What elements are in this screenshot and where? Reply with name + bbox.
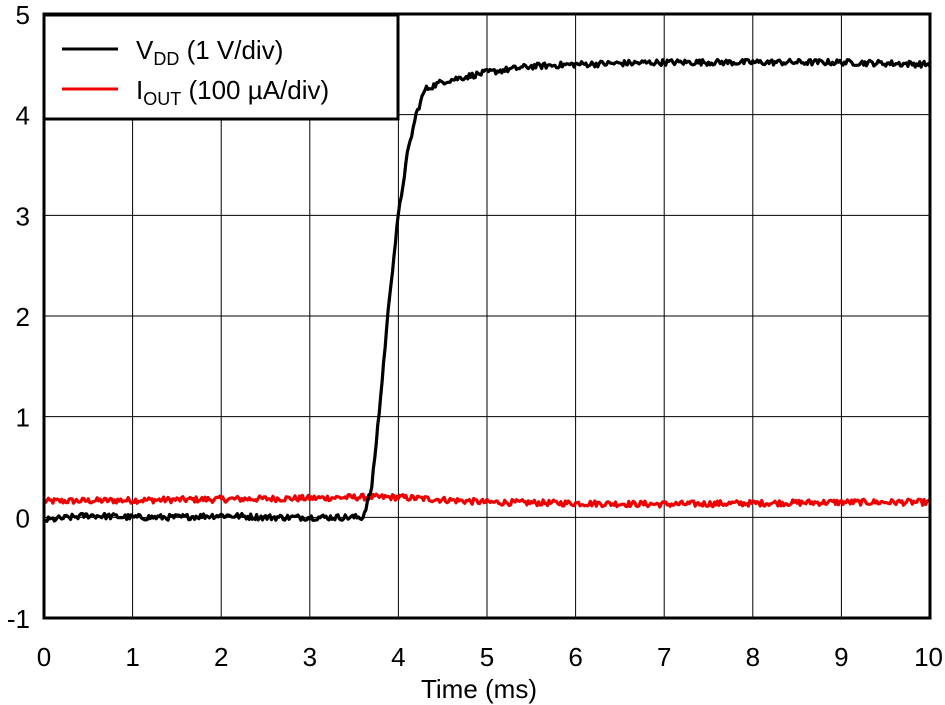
x-tick-label: 8 — [746, 642, 760, 672]
y-tick-label: 0 — [16, 503, 30, 533]
x-tick-label: 10 — [914, 642, 943, 672]
x-tick-label: 7 — [657, 642, 671, 672]
y-tick-label: -1 — [7, 604, 30, 634]
x-tick-label: 0 — [37, 642, 51, 672]
x-tick-label: 6 — [568, 642, 582, 672]
x-tick-label: 5 — [480, 642, 494, 672]
x-tick-label: 3 — [303, 642, 317, 672]
y-tick-label: 4 — [16, 101, 30, 131]
y-tick-label: 5 — [16, 0, 30, 30]
x-tick-label: 1 — [125, 642, 139, 672]
x-tick-label: 2 — [214, 642, 228, 672]
x-axis-title: Time (ms) — [421, 674, 537, 704]
series-layer — [42, 57, 932, 523]
y-tick-label: 1 — [16, 403, 30, 433]
legend-label-vdd: VDD (1 V/div) — [136, 35, 283, 69]
legend-box — [42, 13, 400, 121]
plot-frame — [42, 12, 932, 620]
x-tick-label: 4 — [391, 642, 405, 672]
y-tick-label: 2 — [16, 302, 30, 332]
series-line-iout — [42, 492, 931, 509]
x-tick-label: 9 — [834, 642, 848, 672]
legend: VDD (1 V/div) IOUT (100 µA/div) — [42, 13, 400, 121]
legend-label-iout: IOUT (100 µA/div) — [136, 75, 329, 109]
y-tick-label: 3 — [16, 201, 30, 231]
series-line-vdd — [42, 57, 932, 523]
